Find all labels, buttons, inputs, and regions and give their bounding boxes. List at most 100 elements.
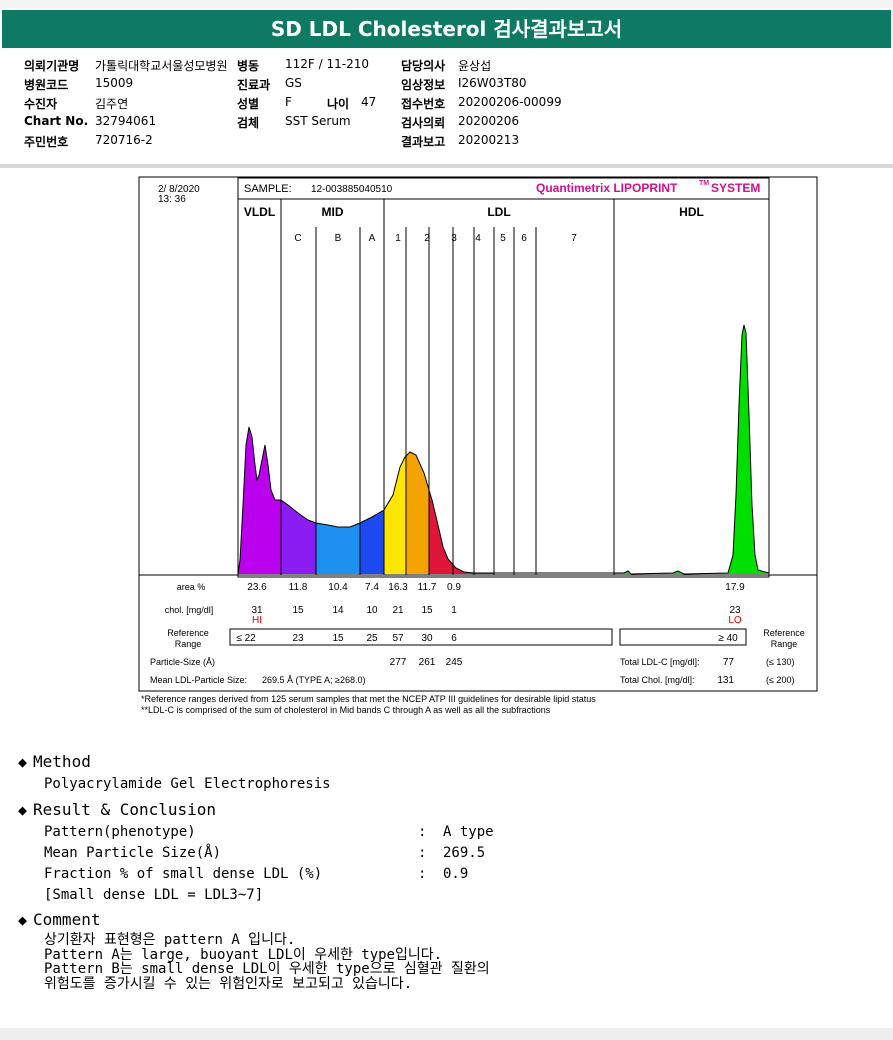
ref-value: 23 [292, 633, 304, 644]
ref-label: Reference [167, 628, 209, 638]
info-value: 47 [361, 95, 377, 109]
band-label: B [335, 233, 342, 244]
info-value: SST Serum [285, 114, 351, 128]
system-name: Quantimetrix LIPOPRINT [536, 181, 678, 195]
result-note: [Small dense LDL = LDL3~7] [44, 887, 264, 903]
ref-label: Range [175, 639, 202, 649]
profile-fill-band [360, 510, 384, 574]
info-label: 주민번호 [24, 135, 69, 149]
area-value: 10.4 [328, 582, 348, 593]
total-chol-label: Total Chol. [mg/dl]: [620, 675, 695, 685]
chol-value: 10 [366, 605, 378, 616]
flag-lo: LO [728, 615, 742, 626]
footnote-reference: *Reference ranges derived from 125 serum… [141, 694, 596, 704]
info-label: 접수번호 [401, 97, 446, 111]
info-value: I26W03T80 [458, 76, 527, 90]
size-value: 261 [419, 657, 436, 668]
band-label: 4 [475, 233, 481, 244]
result-value: 269.5 [443, 845, 486, 861]
ref-label-right: Reference [763, 628, 805, 638]
system-suffix: SYSTEM [711, 181, 760, 195]
info-label: 담당의사 [401, 59, 446, 73]
info-value: 윤상섭 [458, 59, 492, 73]
info-label: 병원코드 [24, 78, 69, 92]
info-label: Chart No. [24, 114, 89, 128]
comment-line: 상기환자 표현형은 pattern A 입니다. [44, 932, 296, 948]
result-sep: : [418, 824, 427, 840]
footer-band [0, 1028, 893, 1040]
ref-value: 6 [451, 633, 457, 644]
sample-label: SAMPLE: [244, 183, 292, 195]
info-label: 검체 [237, 116, 260, 130]
info-value: 20200206 [458, 114, 520, 128]
band-label: 7 [571, 233, 577, 244]
info-value: 20200213 [458, 133, 520, 147]
ref-value: 15 [332, 633, 344, 644]
plot-frame [237, 177, 770, 578]
info-label: 검사의뢰 [401, 116, 446, 130]
method-title: Method [33, 752, 91, 771]
profile-fill-band [316, 523, 360, 574]
group-label: MID [322, 205, 344, 219]
chol-value: 31 [251, 605, 263, 616]
top-strip [0, 0, 893, 8]
chol-value: 23 [729, 605, 741, 616]
total-ldl-ref: (≤ 130) [766, 657, 794, 667]
info-value: 20200206-00099 [458, 95, 562, 109]
info-value: 32794061 [95, 114, 157, 128]
profile-fill-band [384, 456, 406, 574]
info-label: 임상정보 [401, 78, 446, 92]
info-value: 가톨릭대학교서울성모병원 [95, 59, 228, 73]
chol-value: 14 [332, 605, 344, 616]
result-title: Result & Conclusion [33, 800, 217, 819]
band-label: A [369, 233, 376, 244]
band-label: 2 [424, 233, 430, 244]
result-heading: ◆ Result & Conclusion [18, 800, 216, 819]
diamond-icon: ◆ [18, 753, 28, 771]
ref-box-left [229, 628, 613, 646]
page-title: SD LDL Cholesterol 검사결과보고서 [2, 10, 891, 48]
ref-value: ≤ 22 [236, 633, 256, 644]
info-label: 결과보고 [401, 135, 446, 149]
total-chol-ref: (≤ 200) [766, 675, 794, 685]
result-label: Pattern(phenotype) [44, 824, 196, 840]
mean-value: 269.5 Å (TYPE A; ≥268.0) [262, 675, 366, 685]
result-value: 0.9 [443, 866, 469, 882]
comment-line: Pattern B는 small dense LDL이 우세한 type으로 심… [44, 961, 490, 977]
report-frame [138, 176, 818, 692]
ref-box-right [619, 628, 747, 646]
info-value: GS [285, 76, 302, 90]
info-value: 720716-2 [95, 133, 153, 147]
report-date: 2/ 8/2020 [158, 184, 200, 195]
profile-fill-band [406, 452, 429, 574]
total-ldl-label: Total LDL-C [mg/dl]: [620, 657, 700, 667]
system-tm: TM [699, 180, 709, 187]
band-label: 6 [521, 233, 527, 244]
result-sep: : [418, 845, 427, 861]
total-ldl-value: 77 [723, 657, 735, 668]
area-value: 16.3 [388, 582, 408, 593]
info-label: 의뢰기관명 [24, 59, 80, 73]
result-label: Fraction % of small dense LDL (%) [44, 866, 323, 882]
band-label: 1 [395, 233, 401, 244]
info-value: 15009 [95, 76, 134, 90]
footnote-ldlc: **LDL-C is comprised of the sum of chole… [141, 705, 551, 715]
sample-id: 12-003885040510 [311, 184, 393, 195]
info-value: 112F / 11-210 [285, 57, 369, 71]
report-time: 13: 36 [158, 194, 186, 205]
group-label: HDL [679, 205, 704, 219]
chol-label: chol. [mg/dl] [165, 605, 214, 615]
size-value: 245 [446, 657, 463, 668]
size-label: Particle-Size (Å) [150, 657, 215, 667]
area-value: 11.7 [418, 582, 437, 593]
band-label: 5 [500, 233, 506, 244]
size-value: 277 [390, 657, 407, 668]
info-label: 병동 [237, 59, 260, 73]
chol-value: 15 [421, 605, 433, 616]
profile-curve [237, 324, 770, 575]
area-label: area % [177, 582, 206, 592]
info-label: 성별 [237, 97, 260, 111]
area-value: 11.8 [289, 582, 308, 593]
chol-value: 15 [292, 605, 304, 616]
area-value: 23.6 [247, 582, 267, 593]
